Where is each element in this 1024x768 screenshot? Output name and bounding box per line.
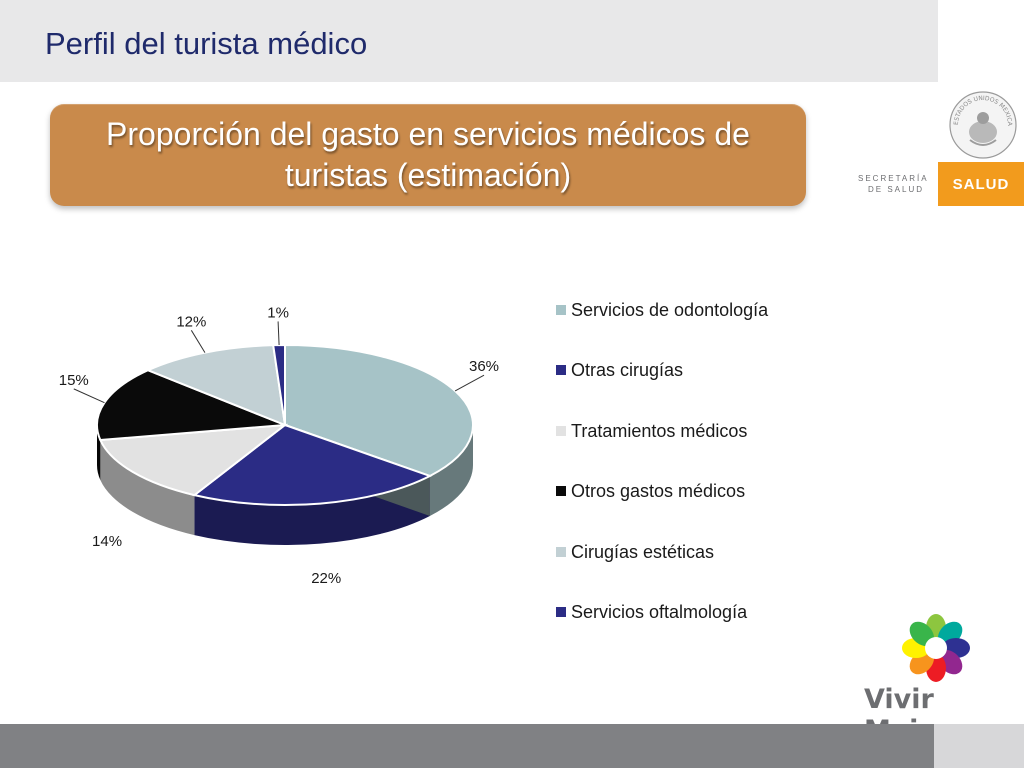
label-leader-line xyxy=(277,321,280,346)
pie-data-label: 14% xyxy=(92,533,122,550)
pie-side-wall xyxy=(194,475,430,545)
legend-item: Servicios oftalmología xyxy=(556,602,768,662)
legend-item: Tratamientos médicos xyxy=(556,421,768,481)
pie-data-label: 22% xyxy=(311,570,341,587)
pie-slice xyxy=(98,423,289,497)
secretaria-line2: DE SALUD xyxy=(867,185,924,194)
legend-label: Cirugías estéticas xyxy=(571,541,715,562)
pie-data-label: 15% xyxy=(59,372,89,389)
secretaria-line1: SECRETARÍA xyxy=(858,174,929,183)
chart-banner: Proporción del gasto en servicios médico… xyxy=(50,104,806,206)
legend-swatch xyxy=(556,425,566,436)
legend-swatch xyxy=(556,365,566,376)
pie-slice xyxy=(145,344,287,427)
legend-swatch xyxy=(556,606,566,617)
legend-item: Otros gastos médicos xyxy=(556,481,768,541)
pie-slice xyxy=(272,343,286,426)
pie-slice xyxy=(284,343,474,478)
legend-label: Servicios oftalmología xyxy=(571,601,748,622)
slide-title: Perfil del turista médico xyxy=(45,26,368,61)
legend-swatch xyxy=(556,546,566,557)
secretaria-label: SECRETARÍA DE SALUD xyxy=(858,173,929,195)
pie-side-wall xyxy=(100,439,195,536)
pie-side-wall xyxy=(429,425,473,516)
legend-label: Otras cirugías xyxy=(571,360,684,381)
salud-text: SALUD xyxy=(952,175,1010,193)
footer-accent xyxy=(934,724,1024,768)
pie-slice xyxy=(192,423,433,506)
pie-data-label: 12% xyxy=(176,313,206,330)
pie-data-label: 36% xyxy=(469,358,499,375)
legend-item: Cirugías estéticas xyxy=(556,542,768,602)
vivir-mejor-flower-icon xyxy=(902,614,970,682)
legend-label: Tratamientos médicos xyxy=(571,420,748,441)
banner-text: Proporción del gasto en servicios médico… xyxy=(106,116,750,193)
pie-data-label: 1% xyxy=(267,304,289,321)
legend-label: Servicios de odontología xyxy=(571,300,769,320)
legend-label: Otros gastos médicos xyxy=(571,481,746,502)
label-leader-line xyxy=(73,388,105,404)
legend-swatch xyxy=(556,486,566,497)
footer-bar xyxy=(0,724,934,768)
title-bar: Perfil del turista médico xyxy=(0,0,938,82)
legend-item: Otras cirugías xyxy=(556,360,768,420)
mexico-seal-icon: ESTADOS UNIDOS MEXICANOS xyxy=(948,90,1017,159)
chart-legend: Servicios de odontología Otras cirugías … xyxy=(556,300,768,662)
label-leader-line xyxy=(190,330,206,353)
salud-logo: SALUD xyxy=(938,162,1024,206)
legend-swatch xyxy=(556,305,566,315)
pie-chart: 36% 22% 14% 15% 12% 1% xyxy=(59,304,499,587)
label-leader-line xyxy=(454,374,485,392)
legend-item: Servicios de odontología xyxy=(556,300,768,360)
